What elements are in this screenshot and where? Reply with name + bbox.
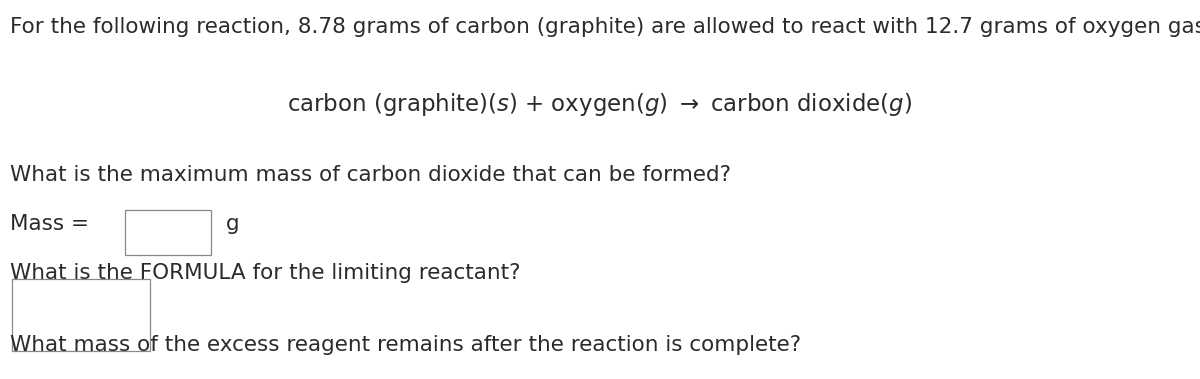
Text: carbon $\mathsf{(graphite)(}$$\it{s}$$\mathsf{)}$ + oxygen$\mathsf{(}$$\it{g}$$\: carbon $\mathsf{(graphite)(}$$\it{s}$$\m… xyxy=(288,91,912,118)
FancyBboxPatch shape xyxy=(125,210,211,255)
Text: g: g xyxy=(226,214,239,234)
Text: What mass of the excess reagent remains after the reaction is complete?: What mass of the excess reagent remains … xyxy=(10,335,800,356)
Text: What is the maximum mass of carbon dioxide that can be formed?: What is the maximum mass of carbon dioxi… xyxy=(10,165,731,185)
FancyBboxPatch shape xyxy=(12,279,150,351)
Text: What is the FORMULA for the limiting reactant?: What is the FORMULA for the limiting rea… xyxy=(10,263,520,283)
Text: Mass =: Mass = xyxy=(10,214,96,234)
Text: For the following reaction, 8.78 grams of carbon (graphite) are allowed to react: For the following reaction, 8.78 grams o… xyxy=(10,17,1200,37)
